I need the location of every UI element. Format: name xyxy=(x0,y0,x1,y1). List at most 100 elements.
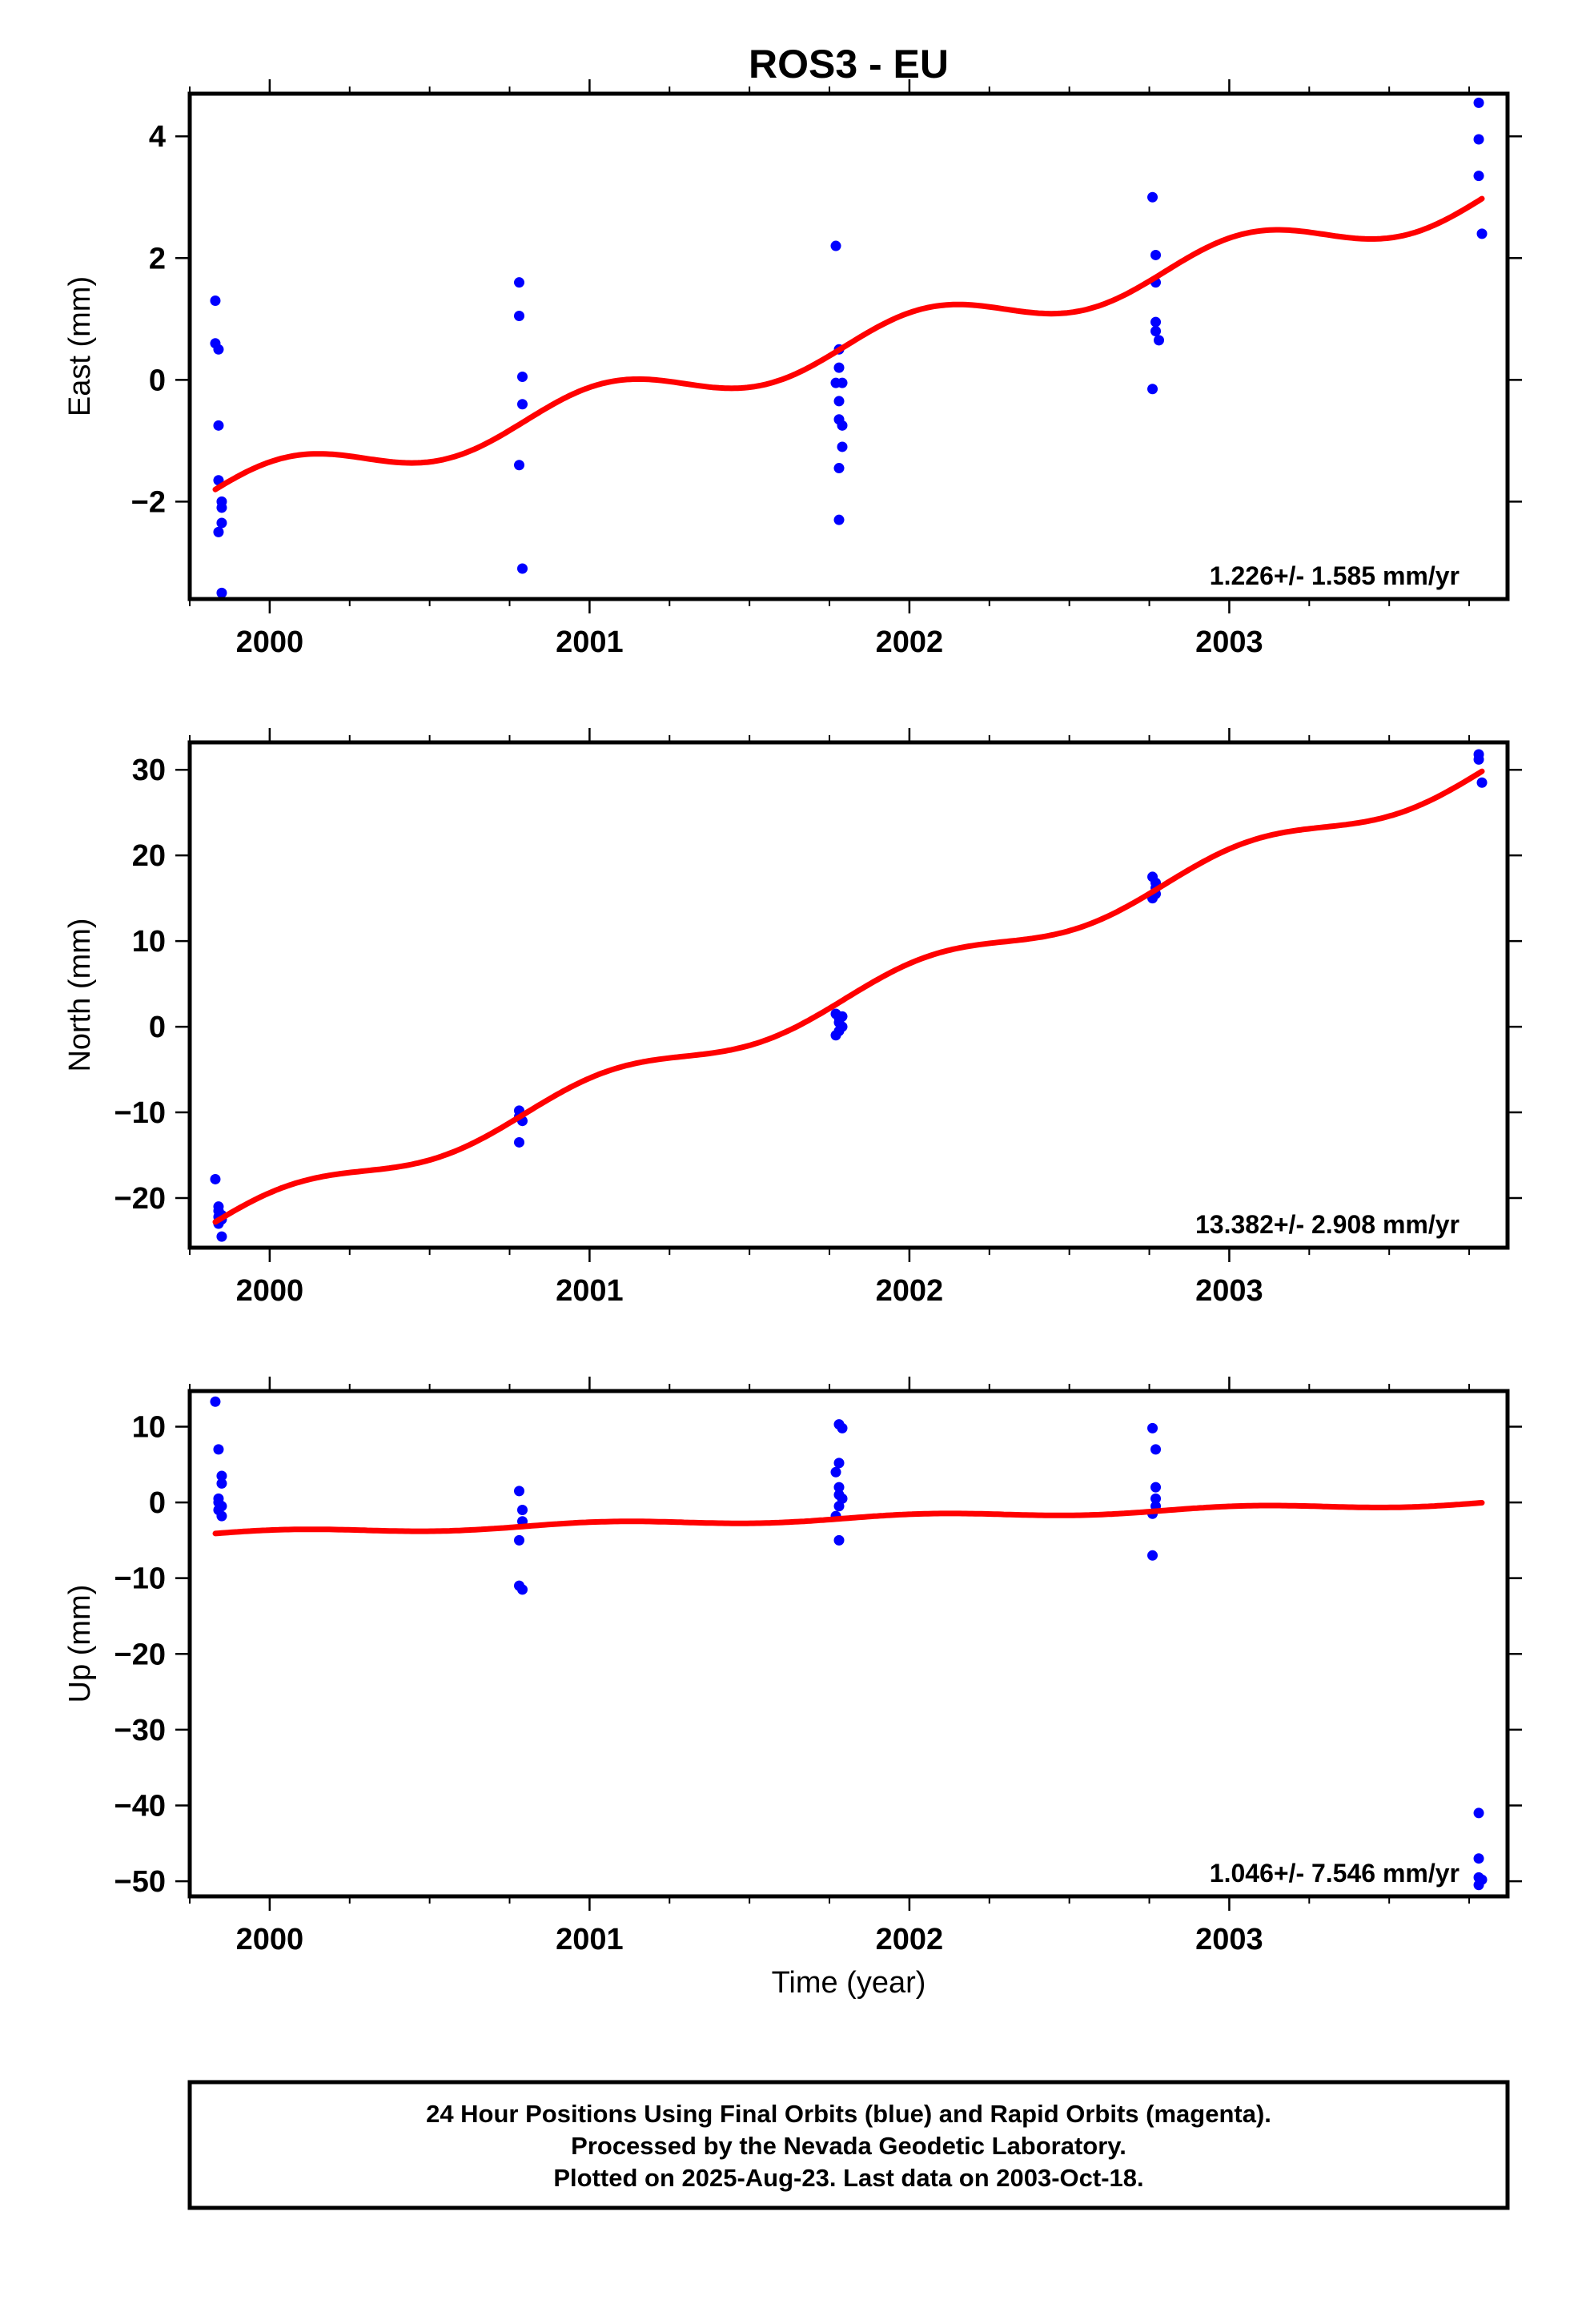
data-point xyxy=(1473,171,1484,182)
y-tick-label: 10 xyxy=(132,1410,166,1444)
data-point xyxy=(1476,777,1488,788)
footer-line-2: Processed by the Nevada Geodetic Laborat… xyxy=(571,2132,1126,2160)
data-point xyxy=(216,517,227,529)
y-tick-label: −20 xyxy=(114,1182,166,1216)
velocity-label: 1.226+/- 1.585 mm/yr xyxy=(1210,561,1460,590)
data-point xyxy=(837,1422,848,1433)
data-point xyxy=(213,526,224,537)
data-point xyxy=(1150,1482,1162,1493)
data-point xyxy=(830,240,841,251)
y-tick-label: 20 xyxy=(132,839,166,873)
data-point xyxy=(514,1486,524,1497)
plot-frame xyxy=(187,91,1510,601)
data-point xyxy=(1476,228,1488,239)
data-point xyxy=(1147,1550,1158,1561)
data-point xyxy=(1473,97,1484,108)
footer-line-1: 24 Hour Positions Using Final Orbits (bl… xyxy=(426,2100,1271,2128)
y-tick-label: −20 xyxy=(114,1638,166,1671)
y-tick-label: 10 xyxy=(132,925,166,959)
data-point xyxy=(830,1466,841,1478)
footer-box xyxy=(187,2080,1510,2210)
data-point xyxy=(1473,754,1484,765)
data-point xyxy=(514,1136,524,1148)
data-point xyxy=(1154,335,1165,346)
footer-line-3: Plotted on 2025-Aug-23. Last data on 200… xyxy=(553,2164,1143,2192)
data-point xyxy=(210,1396,221,1407)
y-tick-label: −40 xyxy=(114,1789,166,1823)
fit-curve xyxy=(212,1500,1485,1537)
data-point xyxy=(514,277,524,288)
data-point xyxy=(1473,1807,1484,1819)
plot-frame xyxy=(187,1389,1510,1899)
x-tick-label: 2000 xyxy=(236,625,304,659)
data-point xyxy=(833,362,845,373)
x-tick-label: 2003 xyxy=(1195,1274,1263,1308)
velocity-label: 1.046+/- 7.546 mm/yr xyxy=(1210,1859,1460,1888)
data-point xyxy=(516,563,528,574)
y-axis-label: Up (mm) xyxy=(63,1585,97,1703)
data-point xyxy=(833,463,845,474)
data-point xyxy=(210,295,221,306)
y-tick-label: −30 xyxy=(114,1714,166,1747)
data-point xyxy=(216,1470,227,1482)
data-point xyxy=(516,1584,528,1595)
x-tick-label: 2002 xyxy=(876,1923,944,1956)
data-point xyxy=(516,399,528,410)
east-panel: 2000 2001 2002 2003 −2 0 2 4 East (mm) 1.226+/- 1… xyxy=(63,79,1522,659)
data-point xyxy=(837,420,848,431)
data-point xyxy=(833,1534,845,1546)
data-point xyxy=(837,1011,848,1022)
data-point xyxy=(1473,134,1484,145)
data-point xyxy=(213,344,224,355)
data-point xyxy=(216,1478,227,1489)
up-panel: 2000 2001 2002 2003 −50 −40 −30 −20 −10 0 10 Up (mm… xyxy=(63,1377,1522,1956)
y-axis-label: East (mm) xyxy=(63,276,97,416)
x-axis-label: Time (year) xyxy=(772,1966,926,2000)
data-point xyxy=(830,1030,841,1041)
y-tick-label: 0 xyxy=(149,364,166,397)
data-point xyxy=(514,310,524,321)
data-point xyxy=(216,1231,227,1242)
x-tick-label: 2001 xyxy=(556,1923,624,1956)
data-point xyxy=(210,1173,221,1184)
data-point xyxy=(1147,191,1158,203)
y-tick-label: 4 xyxy=(149,120,166,154)
data-point xyxy=(1147,1422,1158,1433)
data-point xyxy=(833,1501,845,1512)
x-tick-label: 2001 xyxy=(556,625,624,659)
data-point xyxy=(1150,1444,1162,1455)
data-point xyxy=(1476,1874,1488,1885)
data-point xyxy=(516,1505,528,1516)
y-tick-label: 30 xyxy=(132,754,166,787)
data-point xyxy=(1147,384,1158,395)
data-point xyxy=(1150,325,1162,336)
plot-frame xyxy=(187,740,1510,1250)
data-point xyxy=(213,1493,224,1504)
data-point xyxy=(216,587,227,598)
data-point xyxy=(213,420,224,431)
data-point xyxy=(213,1444,224,1455)
y-axis-label: North (mm) xyxy=(63,918,97,1072)
fit-curve xyxy=(212,195,1485,493)
x-tick-label: 2000 xyxy=(236,1923,304,1956)
y-tick-label: 0 xyxy=(149,1486,166,1520)
data-point xyxy=(514,460,524,471)
velocity-label: 13.382+/- 2.908 mm/yr xyxy=(1195,1210,1460,1239)
data-point xyxy=(833,514,845,525)
fit-curve xyxy=(212,768,1485,1225)
y-tick-label: −50 xyxy=(114,1865,166,1899)
data-point xyxy=(514,1534,524,1546)
data-point xyxy=(516,372,528,383)
data-point xyxy=(833,396,845,407)
data-point xyxy=(837,441,848,452)
data-point xyxy=(1150,249,1162,260)
y-tick-label: −10 xyxy=(114,1562,166,1596)
y-tick-label: −10 xyxy=(114,1096,166,1130)
north-panel: 2000 2001 2002 2003 −20 −10 0 10 20 30 North (mm) 1… xyxy=(63,728,1522,1308)
data-point xyxy=(216,1510,227,1522)
chart-title: ROS3 - EU xyxy=(749,42,949,86)
x-tick-label: 2003 xyxy=(1195,625,1263,659)
data-point xyxy=(216,502,227,513)
x-tick-label: 2002 xyxy=(876,625,944,659)
